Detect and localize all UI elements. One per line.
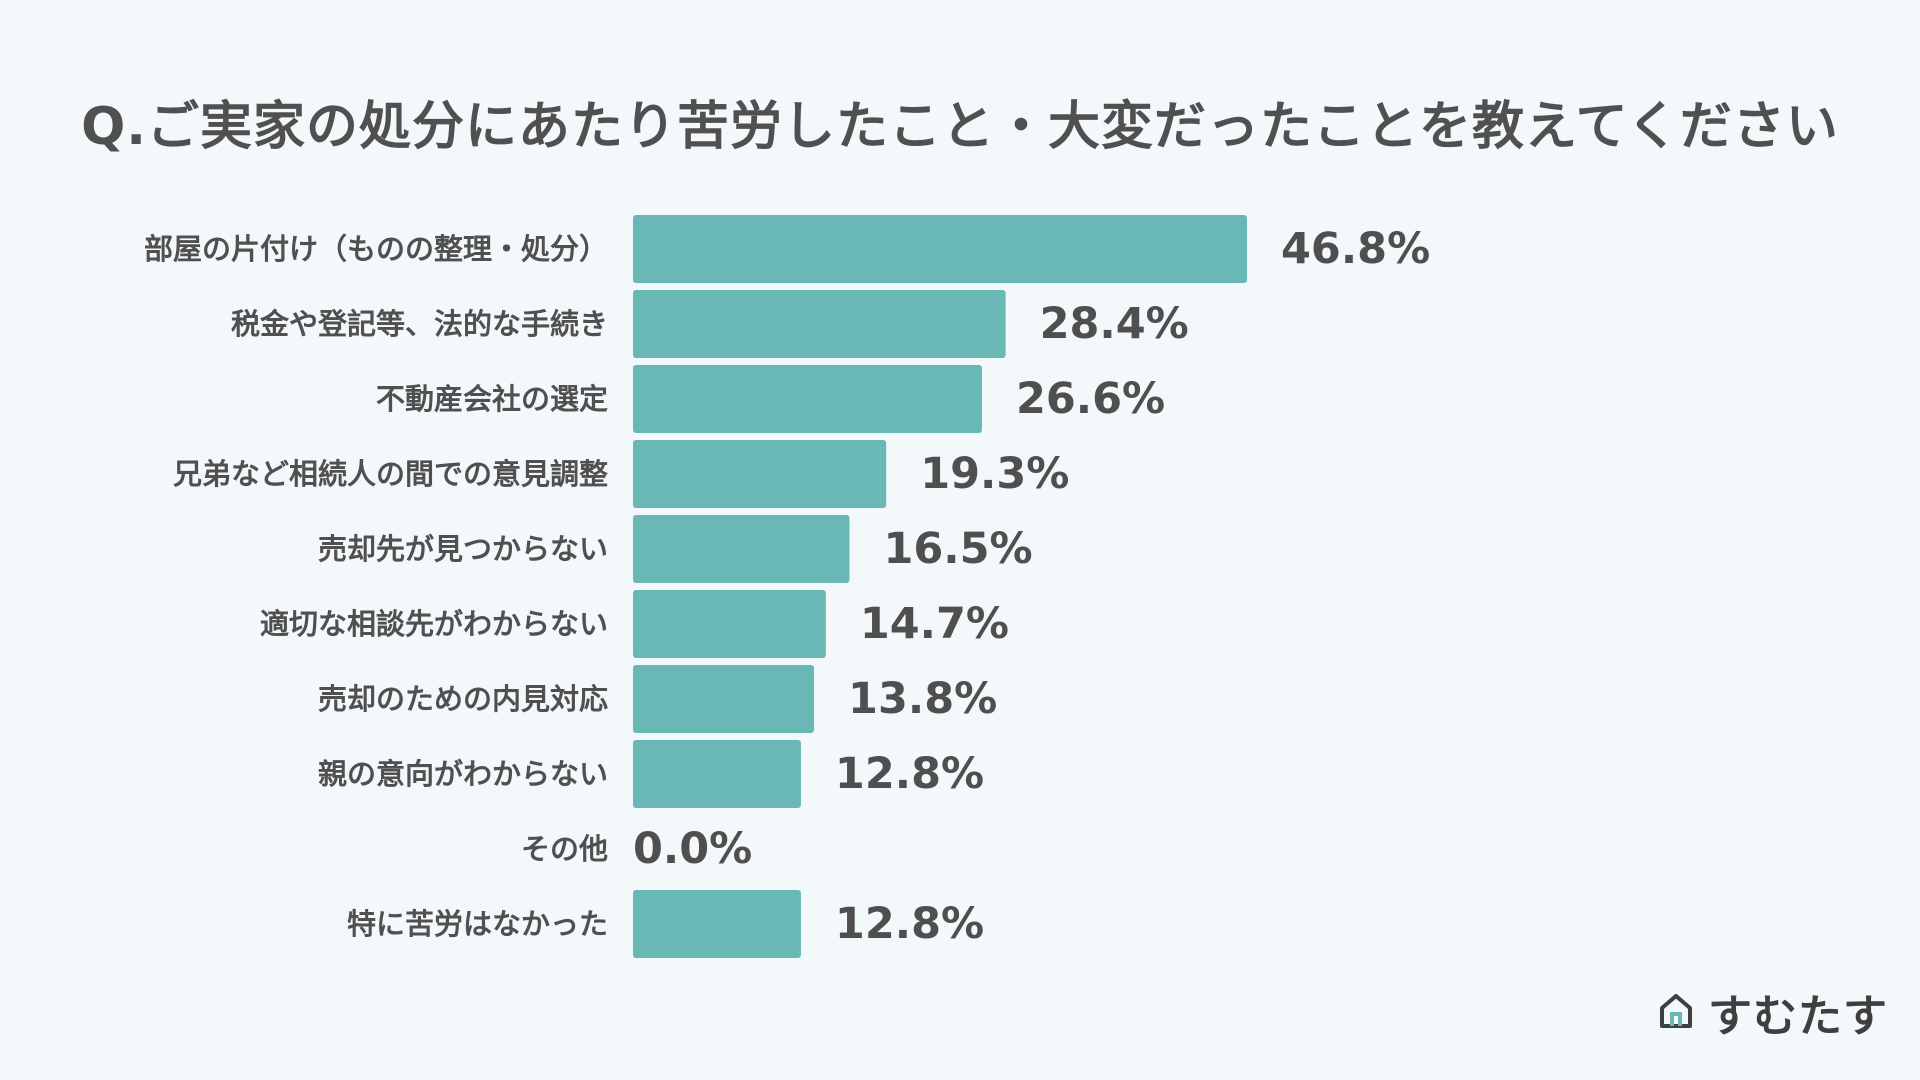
value-label: 12.8%	[835, 899, 984, 949]
bar	[633, 215, 1247, 283]
category-label: 売却先が見つからない	[318, 532, 608, 566]
value-label: 12.8%	[835, 749, 984, 799]
bar	[633, 290, 1006, 358]
chart-title: Q.ご実家の処分にあたり苦労したこと・大変だったことを教えてください	[81, 97, 1839, 157]
bar	[633, 665, 815, 733]
category-label: 部屋の片付け（ものの整理・処分）	[144, 232, 608, 266]
value-label: 26.6%	[1016, 374, 1165, 424]
category-label: 不動産会社の選定	[376, 382, 608, 416]
category-label: 適切な相談先がわからない	[260, 607, 608, 641]
category-label: 親の意向がわからない	[318, 757, 608, 791]
value-label: 13.8%	[848, 674, 997, 724]
brand-logo: すむたす	[1658, 980, 1888, 1044]
bar	[633, 590, 826, 658]
category-label: 売却のための内見対応	[318, 682, 608, 716]
value-label: 16.5%	[883, 524, 1032, 574]
value-label: 19.3%	[920, 449, 1069, 499]
house-logo-icon	[1658, 990, 1702, 1034]
category-label: 税金や登記等、法的な手続き	[231, 307, 608, 341]
bar	[633, 515, 850, 583]
value-label: 46.8%	[1281, 224, 1430, 274]
bar	[633, 890, 801, 958]
category-label: その他	[521, 832, 608, 866]
brand-name: すむたす	[1708, 991, 1888, 1042]
category-label: 兄弟など相続人の間での意見調整	[172, 457, 608, 491]
value-label: 0.0%	[633, 824, 752, 874]
value-label: 14.7%	[860, 599, 1009, 649]
category-label: 特に苦労はなかった	[347, 907, 608, 941]
value-label: 28.4%	[1040, 299, 1189, 349]
bar	[633, 740, 801, 808]
bar	[633, 365, 982, 433]
bar	[633, 440, 887, 508]
